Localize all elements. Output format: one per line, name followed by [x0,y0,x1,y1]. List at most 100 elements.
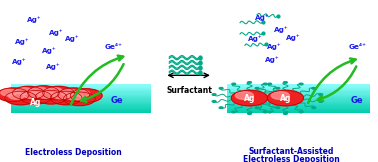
Circle shape [276,87,280,89]
Circle shape [231,90,268,106]
Circle shape [212,101,216,102]
Circle shape [268,111,271,113]
Text: Ge: Ge [351,96,364,105]
Circle shape [255,107,259,109]
Bar [227,99,370,101]
Text: Ag⁺: Ag⁺ [267,44,281,50]
Bar [227,91,370,92]
Bar [227,101,370,102]
Circle shape [235,92,254,99]
Bar [227,105,370,106]
Bar [11,101,151,102]
Bar [11,111,151,112]
Circle shape [319,101,323,102]
Circle shape [299,83,303,85]
Circle shape [271,92,290,99]
Text: Ge⁴⁺: Ge⁴⁺ [348,44,366,50]
Circle shape [255,87,259,89]
Bar [227,87,370,88]
Text: Electroless Deposition: Electroless Deposition [243,155,339,162]
Bar [11,84,151,85]
Bar [11,95,151,96]
Circle shape [219,87,223,89]
Text: Ag⁺: Ag⁺ [42,47,56,54]
Circle shape [232,83,235,85]
Bar [11,89,151,90]
Bar [11,98,151,99]
Circle shape [12,86,44,100]
FancyArrowPatch shape [81,64,124,102]
Bar [11,103,151,104]
Circle shape [248,94,252,95]
Circle shape [267,90,304,106]
Bar [227,97,370,98]
Bar [11,88,151,89]
Circle shape [35,90,67,104]
Text: Ag⁺: Ag⁺ [15,39,30,46]
Circle shape [39,92,54,98]
Circle shape [46,88,62,94]
Circle shape [50,91,82,105]
Bar [11,92,151,94]
Circle shape [319,94,323,95]
Circle shape [299,111,303,113]
Circle shape [61,89,77,96]
Bar [227,109,370,110]
Circle shape [43,86,74,100]
Bar [11,90,151,91]
Text: Ag⁺: Ag⁺ [256,14,270,21]
Bar [227,85,370,87]
Circle shape [8,93,24,99]
Circle shape [312,87,316,89]
Text: Ag⁺: Ag⁺ [27,16,41,23]
Circle shape [58,88,90,102]
Bar [11,108,151,109]
Circle shape [248,82,251,83]
FancyArrowPatch shape [71,56,123,104]
Text: Ag⁺: Ag⁺ [265,57,279,63]
Bar [227,104,370,105]
Bar [11,110,151,111]
Circle shape [283,101,287,102]
Bar [227,96,370,97]
Text: Surfactant: Surfactant [166,86,212,95]
Text: Ag: Ag [280,93,291,103]
Bar [227,106,370,108]
Bar [11,97,151,98]
Circle shape [28,86,59,99]
Circle shape [263,83,267,85]
Bar [11,87,151,88]
Text: Ag⁺: Ag⁺ [65,35,79,42]
Bar [227,84,370,85]
Bar [11,102,151,103]
Circle shape [212,94,216,95]
FancyArrowPatch shape [318,66,356,101]
Text: Electroless Deposition: Electroless Deposition [25,148,122,157]
Bar [11,112,151,113]
Circle shape [248,101,252,102]
Circle shape [263,111,267,113]
Text: Ag: Ag [30,98,42,107]
Bar [11,104,151,105]
Bar [227,110,370,111]
Bar [11,99,151,101]
Circle shape [74,90,90,97]
Circle shape [276,107,280,109]
Circle shape [5,91,37,105]
Circle shape [70,89,102,102]
Circle shape [284,82,287,83]
Text: Ag⁺: Ag⁺ [274,26,289,33]
Bar [11,109,151,110]
Bar [227,92,370,94]
Bar [11,85,151,87]
Circle shape [64,92,95,106]
Bar [227,98,370,99]
Circle shape [284,113,287,114]
Text: Ge: Ge [111,96,124,105]
Text: Ge⁴⁺: Ge⁴⁺ [104,44,122,50]
Circle shape [248,113,251,114]
Circle shape [268,83,271,85]
FancyArrowPatch shape [308,58,356,103]
Bar [11,105,151,106]
Bar [11,91,151,92]
